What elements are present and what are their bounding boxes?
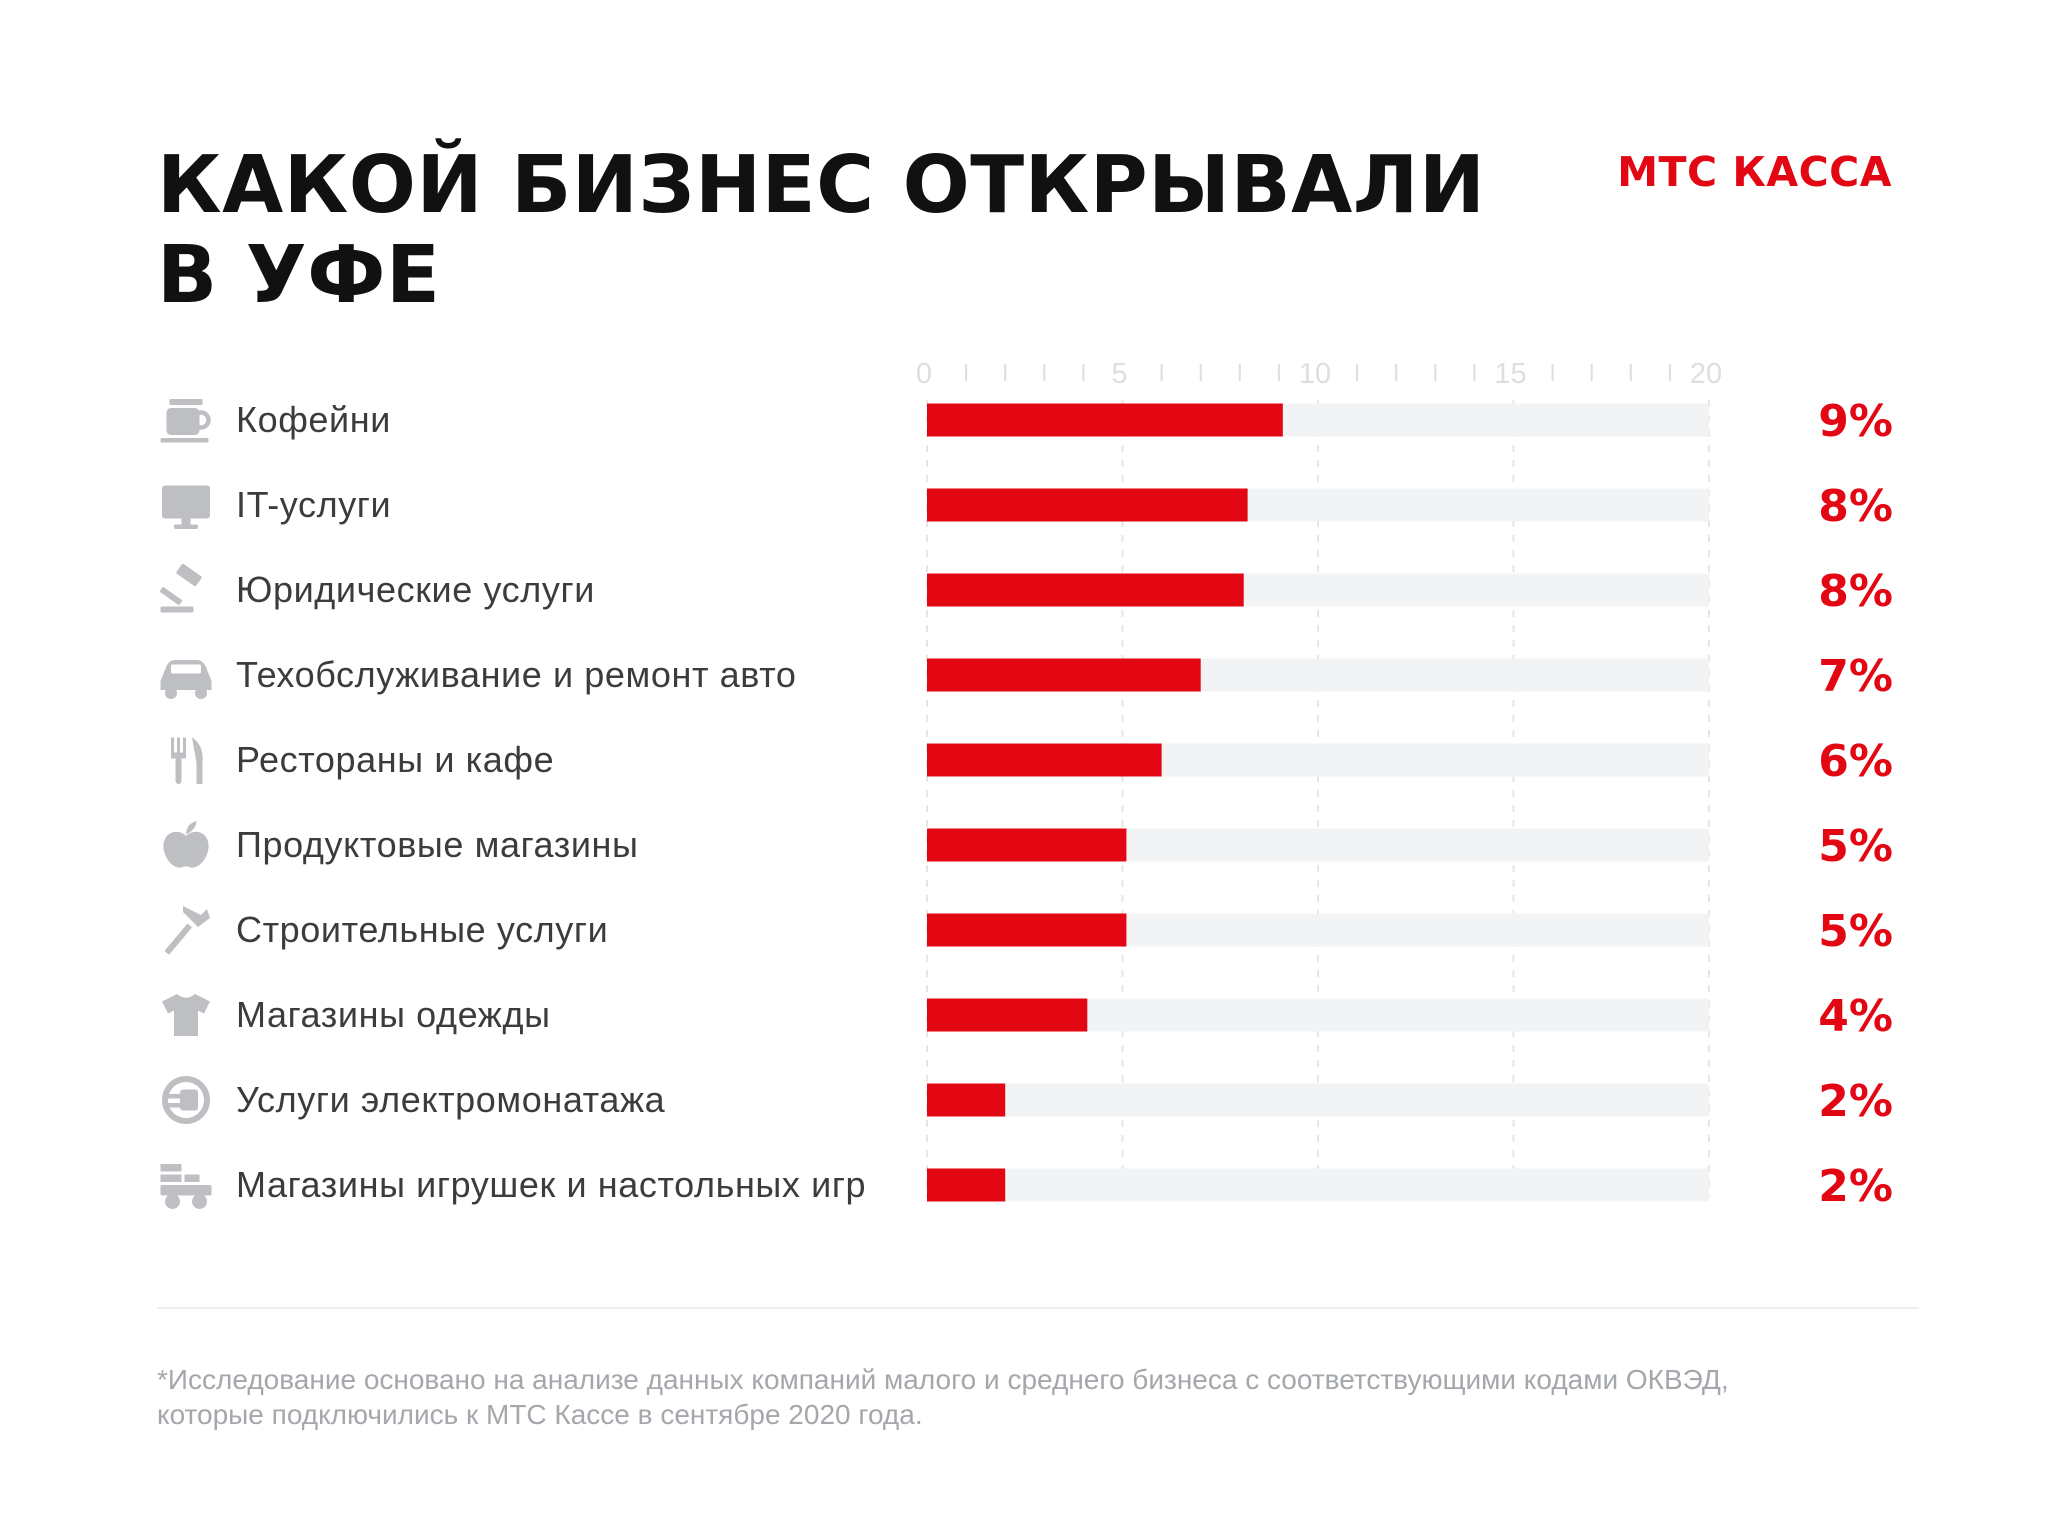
bar bbox=[927, 658, 1201, 692]
title-line-1: КАКОЙ БИЗНЕС ОТКРЫВАЛИ bbox=[157, 139, 1486, 231]
category-label: Магазины игрушек и настольных игр bbox=[236, 1164, 866, 1205]
divider bbox=[157, 1307, 1919, 1309]
chart-rows: Кофейни 9% IT-услуги 8% Юридические услуги 8%… bbox=[159, 396, 1893, 1212]
chart-row: Продуктовые магазины 5% bbox=[163, 821, 1893, 872]
x-axis: 0 5 10 15 20 bbox=[916, 358, 1722, 390]
bar-track bbox=[927, 1168, 1709, 1202]
car-icon bbox=[160, 660, 212, 699]
value-label: 8% bbox=[1818, 566, 1893, 617]
value-label: 4% bbox=[1818, 991, 1893, 1042]
category-label: Услуги электромонатажа bbox=[236, 1079, 666, 1120]
bar bbox=[927, 488, 1248, 522]
title-line-2: В УФЕ bbox=[157, 229, 441, 321]
chart-row: Услуги электромонатажа 2% bbox=[162, 1076, 1893, 1127]
axis-tick-label: 0 bbox=[916, 358, 932, 390]
axis-tick-label: 20 bbox=[1690, 358, 1722, 390]
monitor-icon bbox=[162, 485, 210, 529]
chart-row: Рестораны и кафе 6% bbox=[171, 736, 1893, 787]
category-label: Юридические услуги bbox=[236, 569, 595, 610]
footnote: *Исследование основано на анализе данных… bbox=[157, 1362, 1937, 1432]
category-label: Строительные услуги bbox=[236, 909, 608, 950]
value-label: 5% bbox=[1818, 821, 1893, 872]
chart-row: Магазины одежды 4% bbox=[162, 991, 1893, 1042]
mts-kassa-logo: МТС КАССА bbox=[1617, 148, 1892, 196]
axis-tick-label: 15 bbox=[1494, 358, 1526, 390]
axis-tick-label: 5 bbox=[1111, 358, 1127, 390]
chart-row: Строительные услуги 5% bbox=[165, 906, 1893, 957]
value-label: 2% bbox=[1818, 1161, 1893, 1212]
page-title: КАКОЙ БИЗНЕС ОТКРЫВАЛИ В УФЕ bbox=[157, 140, 1486, 320]
bar bbox=[927, 743, 1162, 777]
bar bbox=[927, 403, 1283, 437]
bar bbox=[927, 573, 1244, 607]
fork-knife-icon bbox=[171, 737, 203, 784]
value-label: 9% bbox=[1818, 396, 1893, 447]
chart-row: Техобслуживание и ремонт авто 7% bbox=[160, 651, 1893, 702]
value-label: 7% bbox=[1818, 651, 1893, 702]
chart-row: Магазины игрушек и настольных игр 2% bbox=[160, 1161, 1893, 1212]
tshirt-icon bbox=[162, 994, 210, 1036]
category-label: Продуктовые магазины bbox=[236, 824, 639, 865]
chart-row: IT-услуги 8% bbox=[162, 481, 1893, 532]
axis-tick-label: 10 bbox=[1299, 358, 1331, 390]
bar bbox=[927, 1168, 1006, 1202]
category-label: Кофейни bbox=[236, 399, 391, 440]
category-label: IT-услуги bbox=[236, 484, 391, 525]
gavel-icon bbox=[159, 563, 202, 613]
bar bbox=[927, 913, 1127, 947]
bar bbox=[927, 828, 1127, 862]
value-label: 8% bbox=[1818, 481, 1893, 532]
footnote-line-2: которые подключились к МТС Кассе в сентя… bbox=[157, 1399, 923, 1430]
category-label: Магазины одежды bbox=[236, 994, 551, 1035]
bar bbox=[927, 1083, 1006, 1117]
grid-lines bbox=[926, 400, 1710, 1197]
apple-icon bbox=[163, 821, 209, 868]
value-label: 6% bbox=[1818, 736, 1893, 787]
chart-row: Кофейни 9% bbox=[160, 396, 1893, 447]
coffee-cup-icon bbox=[160, 399, 211, 443]
bar-chart: 0 5 10 15 20 Кофейни 9%IT-услуги 8%Юридические… bbox=[159, 358, 1893, 1212]
bar bbox=[927, 998, 1088, 1032]
power-plug-icon bbox=[162, 1076, 210, 1124]
bar-track bbox=[927, 1083, 1709, 1117]
value-label: 2% bbox=[1818, 1076, 1893, 1127]
footnote-line-1: *Исследование основано на анализе данных… bbox=[157, 1364, 1729, 1395]
category-label: Рестораны и кафе bbox=[236, 739, 554, 780]
toy-truck-icon bbox=[160, 1164, 212, 1209]
category-label: Техобслуживание и ремонт авто bbox=[236, 654, 797, 695]
value-label: 5% bbox=[1818, 906, 1893, 957]
chart-row: Юридические услуги 8% bbox=[159, 563, 1893, 617]
hammer-icon bbox=[165, 906, 210, 955]
